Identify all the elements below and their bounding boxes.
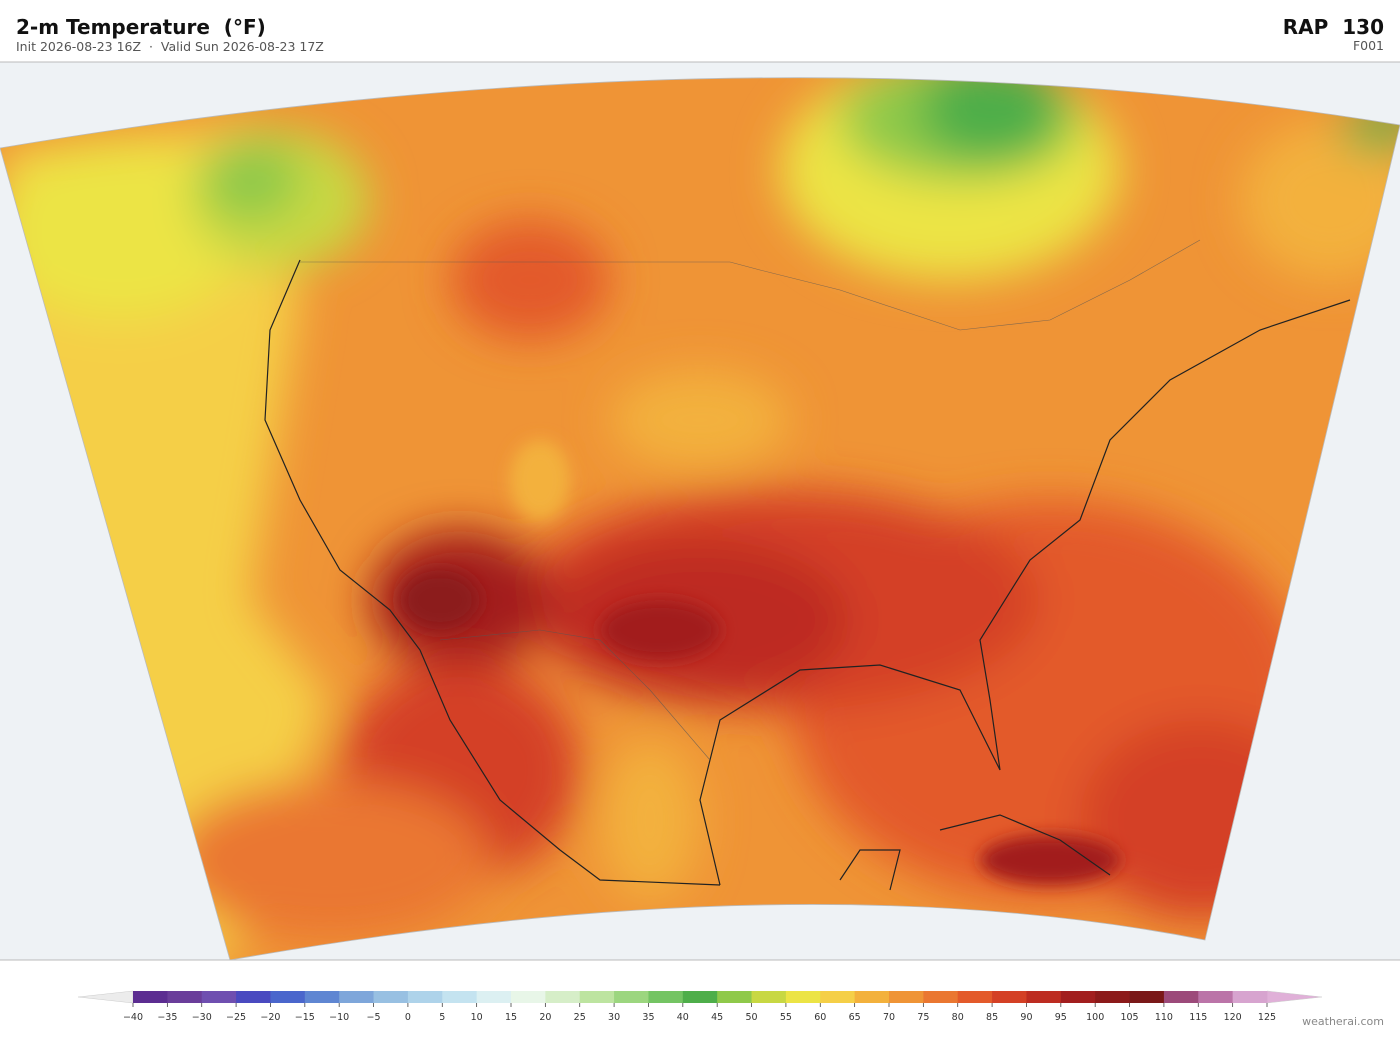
- colorbar-bin: [579, 991, 615, 1003]
- colorbar-bin: [201, 991, 237, 1003]
- colorbar-tick-label: 80: [952, 1012, 964, 1023]
- colorbar-bin: [407, 991, 443, 1003]
- colorbar-tick-label: 95: [1055, 1012, 1067, 1023]
- colorbar-bin: [167, 991, 203, 1003]
- colorbar-bin: [1129, 991, 1165, 1003]
- colorbar-tick-label: 85: [986, 1012, 998, 1023]
- colorbar-bin: [1026, 991, 1062, 1003]
- colorbar-tick-label: 75: [917, 1012, 929, 1023]
- temperature-field: [0, 77, 1400, 961]
- colorbar-bin: [1095, 991, 1130, 1003]
- colorbar-bin: [1163, 991, 1199, 1003]
- model-name: RAP 130: [1283, 15, 1384, 39]
- colorbar-tick-label: 125: [1258, 1012, 1276, 1023]
- colorbar-bin: [1232, 991, 1268, 1003]
- colorbar-tick-label: 50: [745, 1012, 757, 1023]
- colorbar-tick-label: 20: [539, 1012, 551, 1023]
- colorbar-tick-label: 40: [677, 1012, 689, 1023]
- colorbar-tick-label: 65: [849, 1012, 861, 1023]
- colorbar-bin: [923, 991, 959, 1003]
- colorbar-tick-label: 115: [1189, 1012, 1207, 1023]
- colorbar-tick-label: 0: [405, 1012, 411, 1023]
- colorbar-tick-label: −40: [123, 1012, 143, 1023]
- colorbar-tick-label: 105: [1120, 1012, 1138, 1023]
- colorbar-bin: [957, 991, 993, 1003]
- colorbar-tick-label: −30: [192, 1012, 212, 1023]
- colorbar-tick-label: 110: [1155, 1012, 1173, 1023]
- colorbar-under: [77, 990, 134, 1004]
- colorbar-bin: [717, 991, 752, 1003]
- colorbar-tick-label: −5: [367, 1012, 381, 1023]
- colorbar-bin: [1060, 991, 1096, 1003]
- borders: [300, 239, 1201, 761]
- colorbar-bin: [270, 991, 306, 1003]
- colorbar-tick-label: 5: [439, 1012, 445, 1023]
- colorbar: −40 −35 −30 −25 −20 −15 −10 −5 0 5 10 15 20 25 30 35 40 4…: [77, 990, 1323, 1023]
- credit: weatherai.com: [1302, 1015, 1384, 1028]
- colorbar-tick-label: 90: [1020, 1012, 1032, 1023]
- colorbar-bin: [682, 991, 718, 1003]
- colorbar-bin: [751, 991, 787, 1003]
- colorbar-bin: [545, 991, 581, 1003]
- colorbar-bin: [133, 991, 168, 1003]
- colorbar-bin: [476, 991, 512, 1003]
- subtitle: Init 2026-08-23 16Z · Valid Sun 2026-08-…: [16, 39, 324, 54]
- colorbar-tick-label: 25: [574, 1012, 586, 1023]
- colorbar-over: [1266, 990, 1323, 1004]
- colorbar-tick-label: 120: [1224, 1012, 1242, 1023]
- colorbar-bin: [442, 991, 478, 1003]
- title: 2-m Temperature (°F): [16, 15, 266, 39]
- colorbar-tick-label: 45: [711, 1012, 723, 1023]
- colorbar-tick-label: 100: [1086, 1012, 1104, 1023]
- colorbar-bin: [992, 991, 1027, 1003]
- colorbar-bin: [648, 991, 684, 1003]
- forecast-hour: F001: [1353, 38, 1384, 53]
- colorbar-tick-label: 60: [814, 1012, 826, 1023]
- colorbar-tick-label: −10: [329, 1012, 349, 1023]
- colorbar-tick-label: 70: [883, 1012, 895, 1023]
- colorbar-tick-label: −15: [295, 1012, 315, 1023]
- colorbar-tick-label: −20: [260, 1012, 280, 1023]
- colorbar-bin: [304, 991, 340, 1003]
- colorbar-bin: [339, 991, 374, 1003]
- colorbar-tick-label: 55: [780, 1012, 792, 1023]
- colorbar-bin: [236, 991, 271, 1003]
- domain-outline: [0, 77, 1400, 961]
- colorbar-tick-label: −35: [157, 1012, 177, 1023]
- coastlines: [264, 259, 1351, 891]
- colorbar-tick-label: 10: [471, 1012, 483, 1023]
- colorbar-tick-label: 15: [505, 1012, 517, 1023]
- colorbar-tick-label: 30: [608, 1012, 620, 1023]
- colorbar-bin: [1198, 991, 1234, 1003]
- colorbar-bin: [854, 991, 890, 1003]
- colorbar-bin: [820, 991, 856, 1003]
- colorbar-tick-label: −25: [226, 1012, 246, 1023]
- colorbar-bin: [614, 991, 649, 1003]
- colorbar-bin: [889, 991, 924, 1003]
- colorbar-bin: [373, 991, 409, 1003]
- colorbar-tick-label: 35: [642, 1012, 654, 1023]
- colorbar-bin: [785, 991, 821, 1003]
- colorbar-bin: [511, 991, 546, 1003]
